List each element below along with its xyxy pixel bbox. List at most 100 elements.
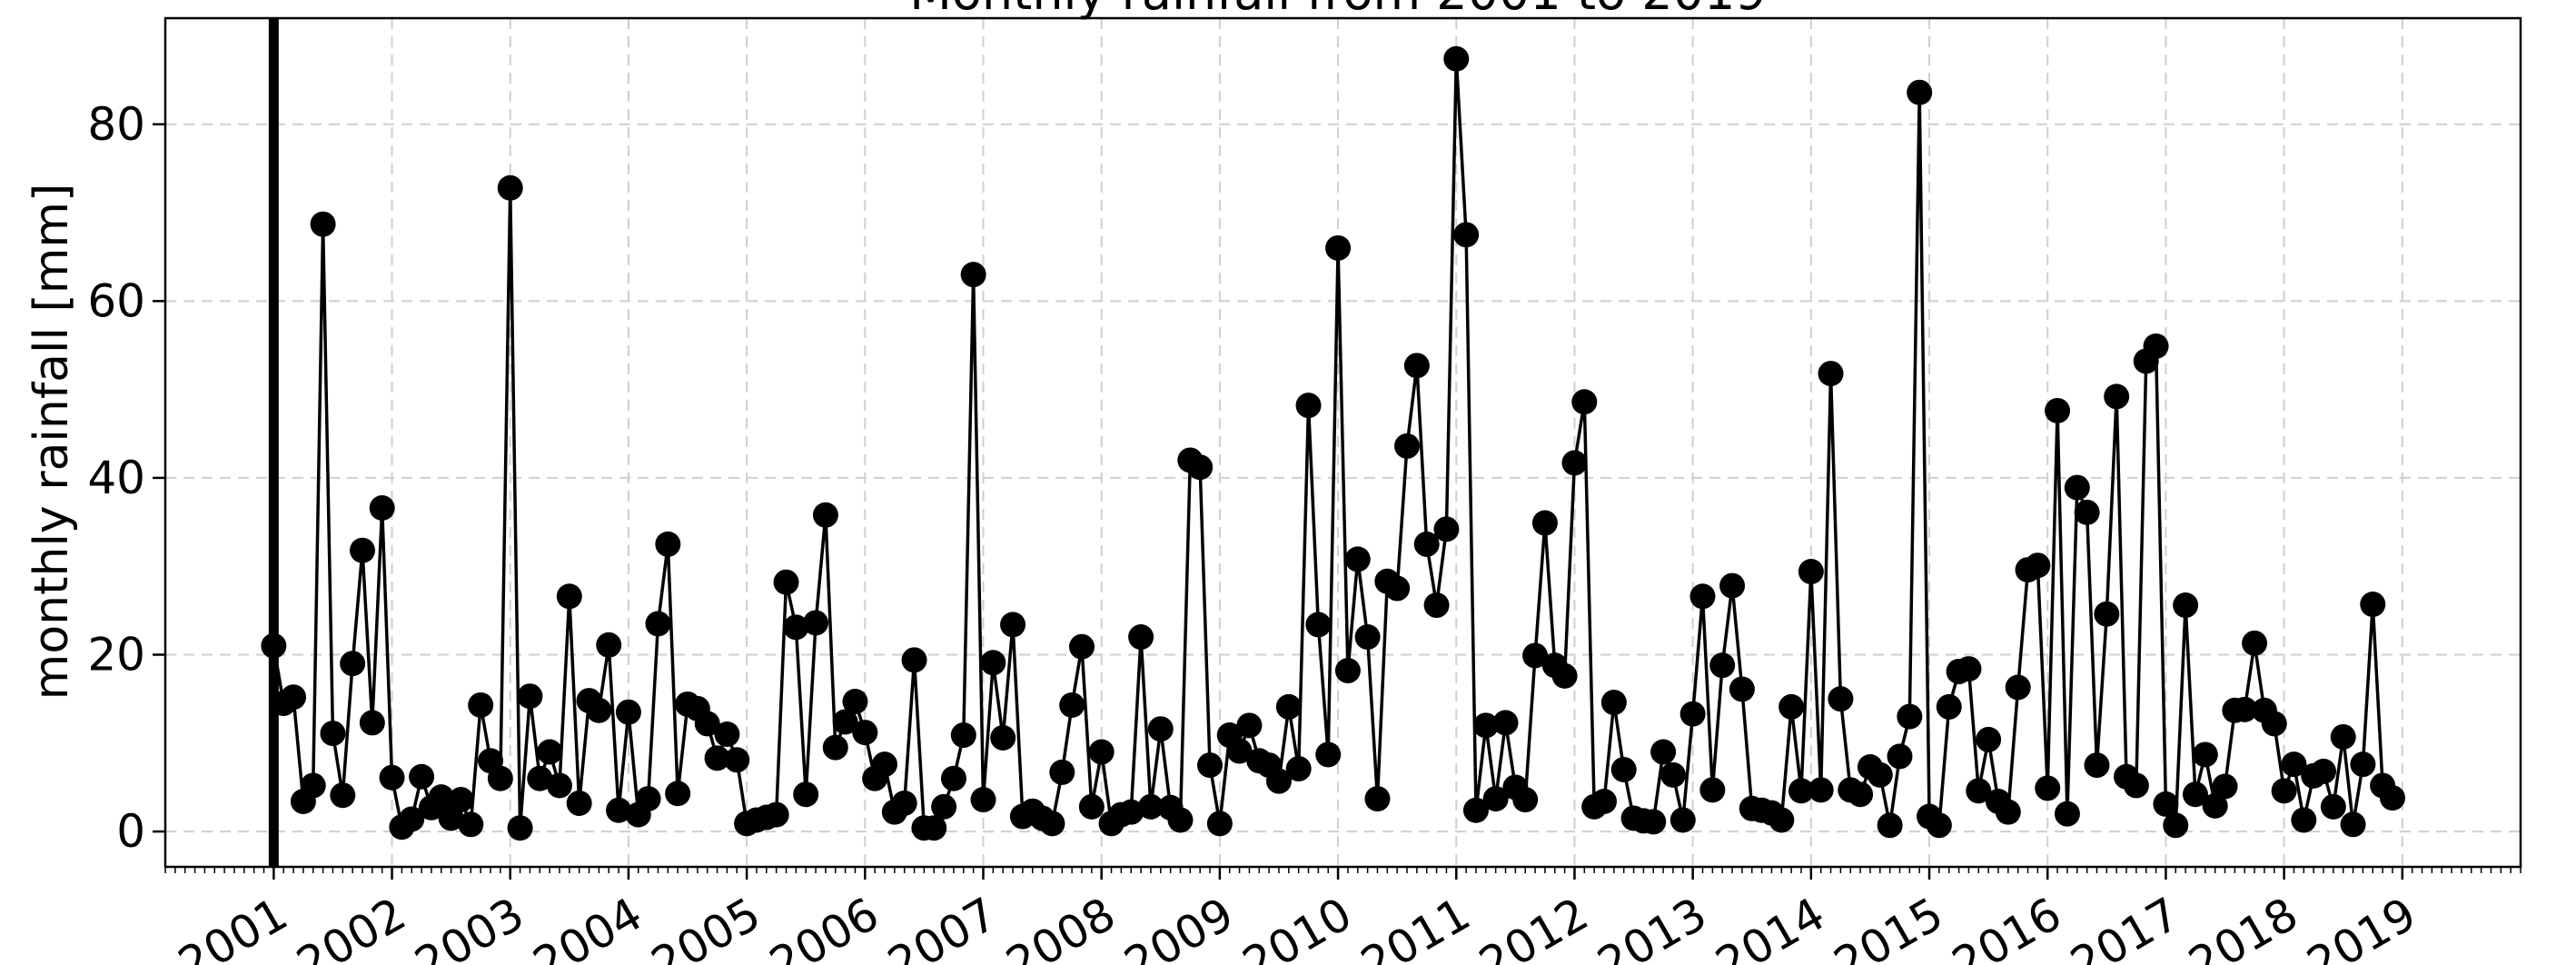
data-point xyxy=(1818,361,1844,387)
x-tick-label: 2010 xyxy=(1234,888,1361,965)
data-point xyxy=(2350,751,2376,778)
data-point xyxy=(1877,812,1903,839)
data-point xyxy=(940,765,966,791)
data-point xyxy=(2005,674,2031,701)
data-point xyxy=(1364,786,1391,812)
data-point xyxy=(310,211,336,237)
data-point xyxy=(980,650,1006,676)
data-point xyxy=(2084,752,2110,779)
data-point xyxy=(1394,433,1421,459)
data-point xyxy=(1788,778,1814,804)
data-point xyxy=(2202,792,2228,819)
data-point xyxy=(1423,592,1450,619)
data-point xyxy=(537,739,563,765)
data-point xyxy=(546,772,572,799)
data-point xyxy=(409,763,435,790)
data-point xyxy=(2320,793,2346,820)
data-point xyxy=(399,806,425,832)
data-point xyxy=(1433,516,1460,542)
series-layer xyxy=(261,45,2405,841)
data-point xyxy=(970,787,996,813)
data-point xyxy=(2379,785,2405,811)
x-tick-label: 2016 xyxy=(1944,888,2070,965)
data-point xyxy=(1413,531,1440,557)
x-tick-label: 2017 xyxy=(2062,888,2188,965)
data-point xyxy=(773,569,799,595)
data-point xyxy=(1354,624,1381,651)
data-point xyxy=(2104,383,2130,410)
data-point xyxy=(281,684,307,711)
data-point xyxy=(1285,756,1312,782)
data-point xyxy=(586,697,612,723)
data-point xyxy=(1482,786,1509,812)
data-point xyxy=(1492,710,1519,736)
data-point xyxy=(1600,690,1627,716)
data-point xyxy=(487,765,513,791)
data-point xyxy=(1571,389,1598,415)
grid-layer xyxy=(165,18,2521,867)
x-tick-label: 2007 xyxy=(879,888,1006,965)
data-point xyxy=(1078,793,1105,820)
data-point xyxy=(2340,811,2366,838)
data-point xyxy=(261,632,287,659)
data-point xyxy=(1936,693,1962,720)
y-axis-title: monthly rainfall [mm] xyxy=(25,184,79,701)
data-point xyxy=(1453,222,1480,248)
data-point xyxy=(1462,797,1489,823)
data-point xyxy=(1059,691,1085,718)
data-point xyxy=(2281,751,2307,778)
data-point xyxy=(1334,658,1361,684)
series-line xyxy=(272,57,2394,830)
data-point xyxy=(1197,752,1224,779)
data-point xyxy=(1778,693,1805,720)
x-tick-label: 2018 xyxy=(2180,888,2306,965)
data-point xyxy=(2212,773,2238,800)
data-point xyxy=(694,711,720,737)
data-point xyxy=(950,722,976,749)
x-tick-label: 2009 xyxy=(1115,888,1242,965)
data-point xyxy=(1147,716,1174,742)
data-point xyxy=(1137,793,1164,820)
data-point xyxy=(1956,656,1982,682)
x-tick-label: 2006 xyxy=(761,888,887,965)
data-point xyxy=(1897,703,1923,730)
data-point xyxy=(1591,789,1618,814)
data-point xyxy=(1512,787,1539,813)
data-point xyxy=(1769,807,1795,833)
data-point xyxy=(655,531,681,557)
data-point xyxy=(921,815,947,841)
data-point xyxy=(635,786,661,812)
data-point xyxy=(852,720,878,746)
data-point xyxy=(1669,807,1696,833)
data-point xyxy=(1344,546,1371,572)
data-point xyxy=(615,699,641,725)
data-point xyxy=(606,797,632,823)
data-point xyxy=(901,647,927,673)
data-point xyxy=(1610,756,1637,782)
data-point xyxy=(300,772,326,799)
data-point xyxy=(349,537,375,563)
data-point xyxy=(1295,393,1322,419)
data-point xyxy=(1551,662,1578,689)
x-tick-label: 2002 xyxy=(288,888,414,965)
data-point xyxy=(842,689,868,715)
data-point xyxy=(872,751,897,778)
data-point xyxy=(1443,45,1470,72)
x-tick-label: 2005 xyxy=(643,888,769,965)
data-point xyxy=(2074,499,2100,525)
data-point xyxy=(428,784,454,811)
plot-frame xyxy=(163,16,2522,869)
data-point xyxy=(1640,809,1667,835)
data-point xyxy=(1848,781,1874,808)
data-point xyxy=(1472,712,1499,739)
data-point xyxy=(1699,777,1726,803)
data-point xyxy=(2271,778,2297,804)
data-point xyxy=(2025,552,2051,579)
y-tick-label: 40 xyxy=(87,452,145,504)
data-point xyxy=(1709,652,1736,679)
data-point xyxy=(1907,79,1933,105)
data-point xyxy=(1265,768,1292,794)
data-point xyxy=(1118,799,1144,825)
data-point xyxy=(369,495,395,521)
